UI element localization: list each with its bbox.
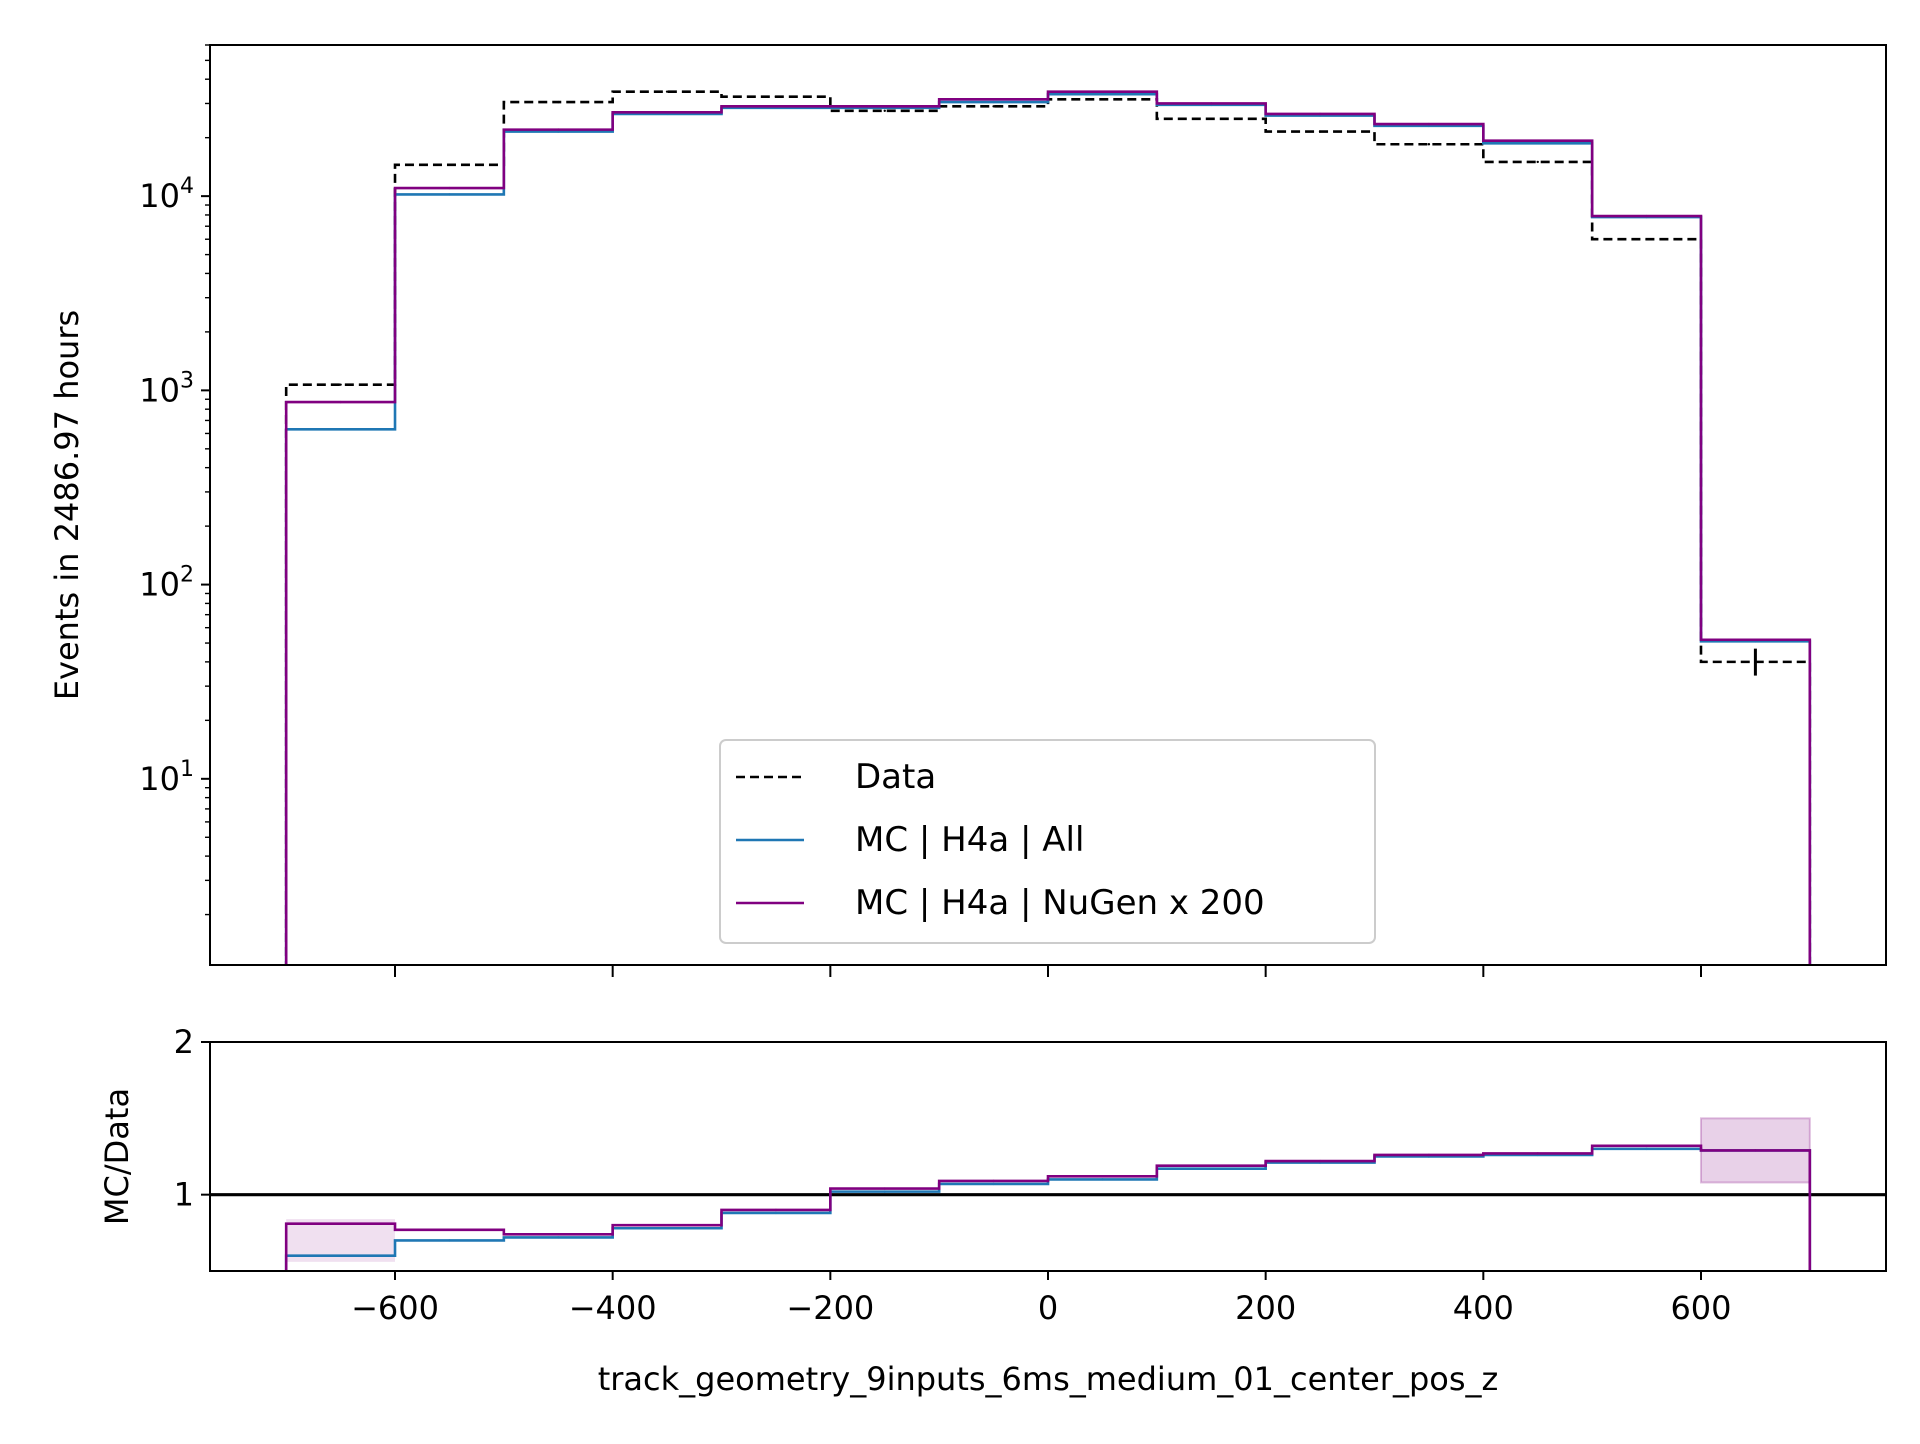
legend-label: MC | H4a | NuGen x 200: [855, 883, 1265, 923]
ratio-bin-point: [557, 1236, 560, 1239]
ratio-bin-point: [1754, 1149, 1757, 1152]
ratio-bin-point: [1210, 1167, 1213, 1170]
bin-point: [557, 128, 560, 131]
x-tick-label: 0: [1038, 1289, 1058, 1327]
y-tick-label: 104: [139, 174, 194, 215]
ratio-series-mc-h4a-all: [284, 1147, 1812, 1271]
x-tick-label: −400: [569, 1289, 657, 1327]
ratio-bin-point: [992, 1182, 995, 1186]
bin-point: [1645, 214, 1648, 218]
y-tick-label: 102: [139, 563, 194, 604]
series-step-line: [284, 90, 1812, 965]
bin-point: [1101, 98, 1104, 101]
ratio-series-group: [210, 1117, 1886, 1271]
series-mc-h4a-nugen-x-200: [284, 90, 1812, 965]
legend-box: [719, 739, 1376, 944]
ratio-bin-point: [883, 1187, 886, 1190]
x-tick-label: 400: [1453, 1289, 1514, 1327]
ratio-bin-point: [992, 1179, 995, 1183]
bin-point: [339, 400, 342, 404]
bin-point: [339, 428, 342, 431]
ratio-bin-point: [665, 1227, 669, 1230]
main-y-axis-label: Events in 2486.97 hours: [48, 310, 86, 700]
bin-point: [665, 111, 669, 114]
bin-point: [1427, 122, 1431, 126]
y-tick-label: 101: [139, 757, 194, 798]
bin-point: [1536, 139, 1539, 142]
bin-point: [557, 130, 560, 133]
bin-point: [1318, 112, 1322, 116]
bin-point: [774, 105, 778, 108]
x-tick-label: −200: [786, 1289, 874, 1327]
ratio-bin-point: [1101, 1178, 1104, 1181]
bin-point: [1101, 92, 1104, 96]
x-tick-label: 600: [1670, 1289, 1731, 1327]
bin-point: [339, 383, 342, 386]
ratio-bin-point: [1210, 1164, 1213, 1167]
ratio-bin-point: [339, 1254, 342, 1257]
ratio-bin-point: [665, 1224, 669, 1227]
bin-point: [1101, 90, 1104, 93]
bin-point: [448, 193, 451, 196]
ratio-bin-point: [883, 1190, 886, 1193]
ratio-step-line: [284, 1144, 1812, 1271]
bin-point: [1318, 130, 1322, 133]
bin-point: [1210, 117, 1213, 121]
legend: Data MC | H4a | All MC | H4a | NuGen x 200: [719, 739, 1376, 944]
x-axis-label: track_geometry_9inputs_6ms_medium_01_cen…: [598, 1360, 1499, 1398]
ratio-y-tick-label: 2: [174, 1023, 194, 1061]
ratio-series-mc-h4a-nugen-x-200: [284, 1144, 1812, 1271]
bin-point: [1210, 102, 1213, 105]
ratio-bin-point: [1645, 1147, 1648, 1151]
ratio-bin-point: [339, 1222, 342, 1225]
bin-point: [1427, 143, 1431, 146]
bin-point: [992, 105, 995, 108]
ratio-bin-point: [1101, 1175, 1104, 1178]
ratio-bin-point: [557, 1233, 560, 1236]
bin-point: [448, 163, 451, 166]
bin-point: [665, 90, 669, 93]
ratio-bin-point: [1536, 1152, 1539, 1155]
ratio-y-axis-label: MC/Data: [98, 1088, 136, 1225]
bin-point: [1536, 160, 1539, 164]
bin-point: [992, 100, 995, 104]
bin-point: [1536, 142, 1539, 145]
legend-label: Data: [855, 757, 936, 797]
ratio-bin-point: [448, 1228, 451, 1231]
x-tick-label: 200: [1235, 1289, 1296, 1327]
ratio-bin-point: [1427, 1153, 1431, 1157]
bin-point: [883, 105, 886, 108]
ratio-bin-point: [1645, 1144, 1648, 1148]
bin-point: [557, 100, 560, 104]
ratio-bin-point: [448, 1239, 451, 1242]
ratio-plot-frame: [209, 1041, 1887, 1272]
bin-point: [1754, 638, 1757, 641]
x-tick-label: −600: [351, 1289, 439, 1327]
main-plot-panel: 101 102 103 104 Events in 2486.97 hours: [48, 44, 1887, 977]
ratio-bin-point: [774, 1208, 778, 1212]
bin-point: [992, 98, 995, 101]
bin-point: [774, 95, 778, 98]
ratio-bin-point: [774, 1211, 778, 1215]
ratio-step-line: [284, 1147, 1812, 1271]
ratio-plot-panel: 1 2 −600 −400 −200 0 200 400 600 MC/Data track_geo…: [98, 1023, 1887, 1398]
bin-point: [1645, 238, 1648, 241]
y-tick-label: 103: [139, 368, 194, 409]
bin-point: [883, 109, 886, 113]
ratio-y-tick-label: 1: [174, 1176, 194, 1214]
ratio-bin-point: [1318, 1159, 1322, 1163]
bin-point: [448, 186, 451, 190]
legend-label: MC | H4a | All: [855, 820, 1084, 860]
